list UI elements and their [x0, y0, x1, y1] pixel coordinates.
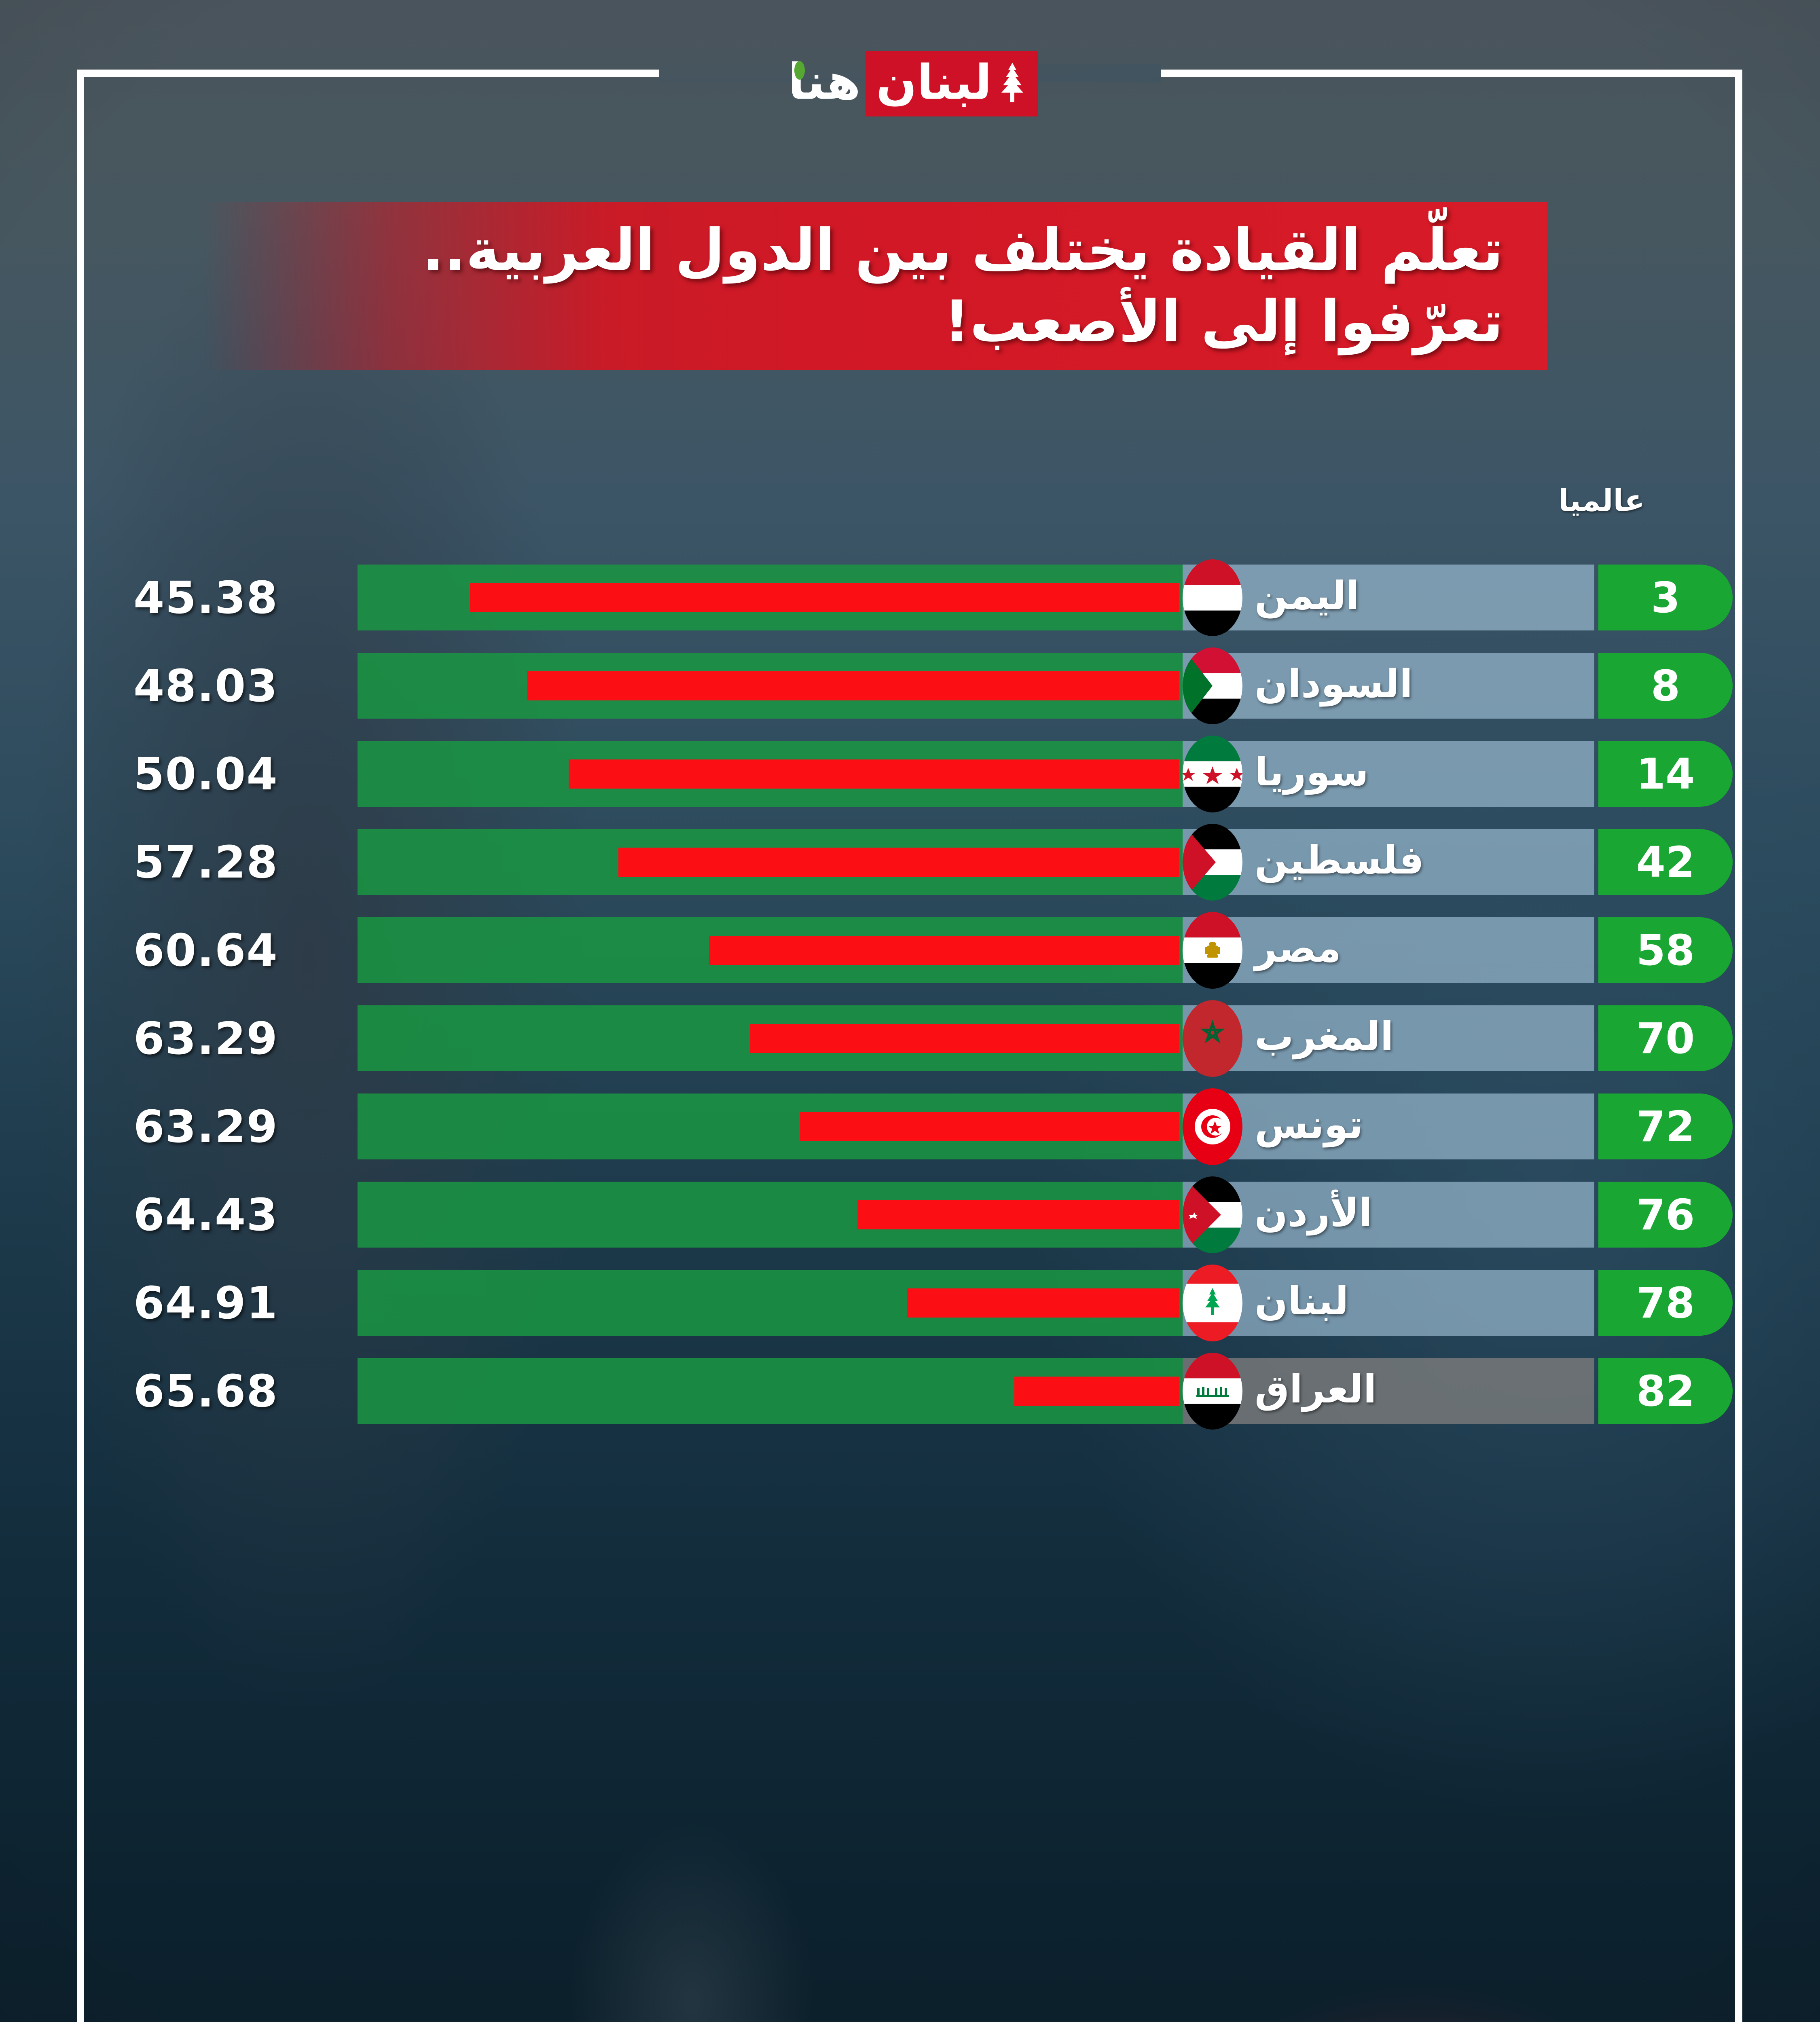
row-score: 60.64 [133, 924, 278, 976]
row-bar [470, 583, 1179, 612]
table-row: 60.64 مصر 58 [0, 912, 1820, 989]
row-score: 64.91 [133, 1277, 278, 1329]
row-score: 50.04 [133, 748, 278, 800]
logo-lebanon-block: لبنان [866, 51, 1038, 116]
row-country-name: السودان [1255, 661, 1413, 706]
row-score: 65.68 [133, 1365, 278, 1417]
row-country-name: الأردن [1255, 1190, 1372, 1235]
row-rank-badge: 76 [1598, 1182, 1733, 1248]
row-rank-badge: 3 [1598, 565, 1733, 630]
row-bar-track [358, 1358, 1183, 1424]
logo-hona-block: هنا [782, 57, 866, 110]
row-country-name: مصر [1255, 925, 1341, 971]
table-row: 50.04 سوريا 14 [0, 735, 1820, 812]
table-row: 64.91 لبنان 78 [0, 1264, 1820, 1341]
row-score: 45.38 [133, 571, 278, 624]
row-country-name: سوريا [1255, 749, 1369, 795]
row-rank-badge: 42 [1598, 829, 1733, 895]
row-country-name: اليمن [1255, 573, 1359, 618]
row-rank-badge: 82 [1598, 1358, 1733, 1424]
logo-word-lebanon: لبنان [876, 54, 992, 110]
row-score: 57.28 [133, 836, 278, 888]
row-country-name: العراق [1255, 1366, 1377, 1412]
row-bar [618, 848, 1179, 877]
row-country-panel: لبنان [1183, 1264, 1594, 1341]
row-bar-track [358, 1270, 1183, 1336]
row-country-panel: السودان [1183, 647, 1594, 724]
page-title: تعلّم القيادة يختلف بين الدول العربية.. … [422, 217, 1503, 355]
row-bar-track [358, 1182, 1183, 1248]
table-row: 65.68 العراق 82 [0, 1352, 1820, 1430]
flag-egypt-icon [1183, 912, 1242, 989]
row-bar [907, 1288, 1179, 1318]
row-bar-track [358, 829, 1183, 895]
row-score: 48.03 [133, 660, 278, 712]
logo-green-dot-icon [794, 61, 805, 80]
row-bar-track [358, 1005, 1183, 1071]
flag-palestine-icon [1183, 823, 1242, 901]
row-score: 63.29 [133, 1012, 278, 1064]
row-rank-badge: 58 [1598, 917, 1733, 983]
row-bar-track [358, 1093, 1183, 1159]
ranking-table: 45.38 اليمن 3 48.03 السودان 8 50.04 [0, 559, 1820, 1446]
flag-morocco-icon [1183, 1000, 1242, 1077]
row-bar-track [358, 917, 1183, 983]
flag-syria-icon [1183, 735, 1242, 812]
row-rank-badge: 70 [1598, 1005, 1733, 1071]
row-score: 64.43 [133, 1189, 278, 1241]
row-country-name: تونس [1255, 1102, 1363, 1147]
row-bar [569, 759, 1179, 789]
row-country-name: لبنان [1255, 1278, 1349, 1324]
row-rank-badge: 78 [1598, 1270, 1733, 1336]
row-bar [750, 1024, 1179, 1053]
row-country-panel: الأردن [1183, 1176, 1594, 1253]
row-country-panel: سوريا [1183, 735, 1594, 812]
row-rank-badge: 8 [1598, 653, 1733, 719]
row-bar-track [358, 741, 1183, 807]
flag-sudan-icon [1183, 647, 1242, 724]
row-bar [709, 936, 1179, 965]
flag-lebanon-icon [1183, 1264, 1242, 1341]
flag-iraq-icon [1183, 1352, 1242, 1430]
site-logo[interactable]: لبنان هنا [0, 51, 1820, 116]
row-country-name: فلسطين [1255, 837, 1424, 883]
row-score: 63.29 [133, 1100, 278, 1153]
table-row: 57.28 فلسطين 42 [0, 823, 1820, 901]
title-banner: تعلّم القيادة يختلف بين الدول العربية.. … [202, 202, 1547, 370]
row-bar [527, 671, 1179, 700]
flag-tunisia-icon [1183, 1088, 1242, 1165]
row-country-panel: المغرب [1183, 1000, 1594, 1077]
rank-column-header: عالميا [1558, 483, 1645, 518]
row-bar [1014, 1377, 1179, 1406]
row-country-panel: العراق [1183, 1352, 1594, 1430]
row-country-panel: تونس [1183, 1088, 1594, 1165]
row-bar [800, 1112, 1179, 1141]
row-rank-badge: 14 [1598, 741, 1733, 807]
row-country-panel: فلسطين [1183, 823, 1594, 901]
row-bar-track [358, 565, 1183, 630]
table-row: 63.29 تونس 72 [0, 1088, 1820, 1165]
row-bar-track [358, 653, 1183, 719]
table-row: 64.43 الأردن 76 [0, 1176, 1820, 1253]
cedar-tree-icon [1001, 63, 1023, 102]
table-row: 48.03 السودان 8 [0, 647, 1820, 724]
table-row: 45.38 اليمن 3 [0, 559, 1820, 636]
row-country-name: المغرب [1255, 1013, 1394, 1059]
row-country-panel: مصر [1183, 912, 1594, 989]
flag-yemen-icon [1183, 559, 1242, 636]
row-bar [857, 1200, 1179, 1229]
flag-jordan-icon [1183, 1176, 1242, 1253]
table-row: 63.29 المغرب 70 [0, 1000, 1820, 1077]
row-country-panel: اليمن [1183, 559, 1594, 636]
row-rank-badge: 72 [1598, 1093, 1733, 1159]
